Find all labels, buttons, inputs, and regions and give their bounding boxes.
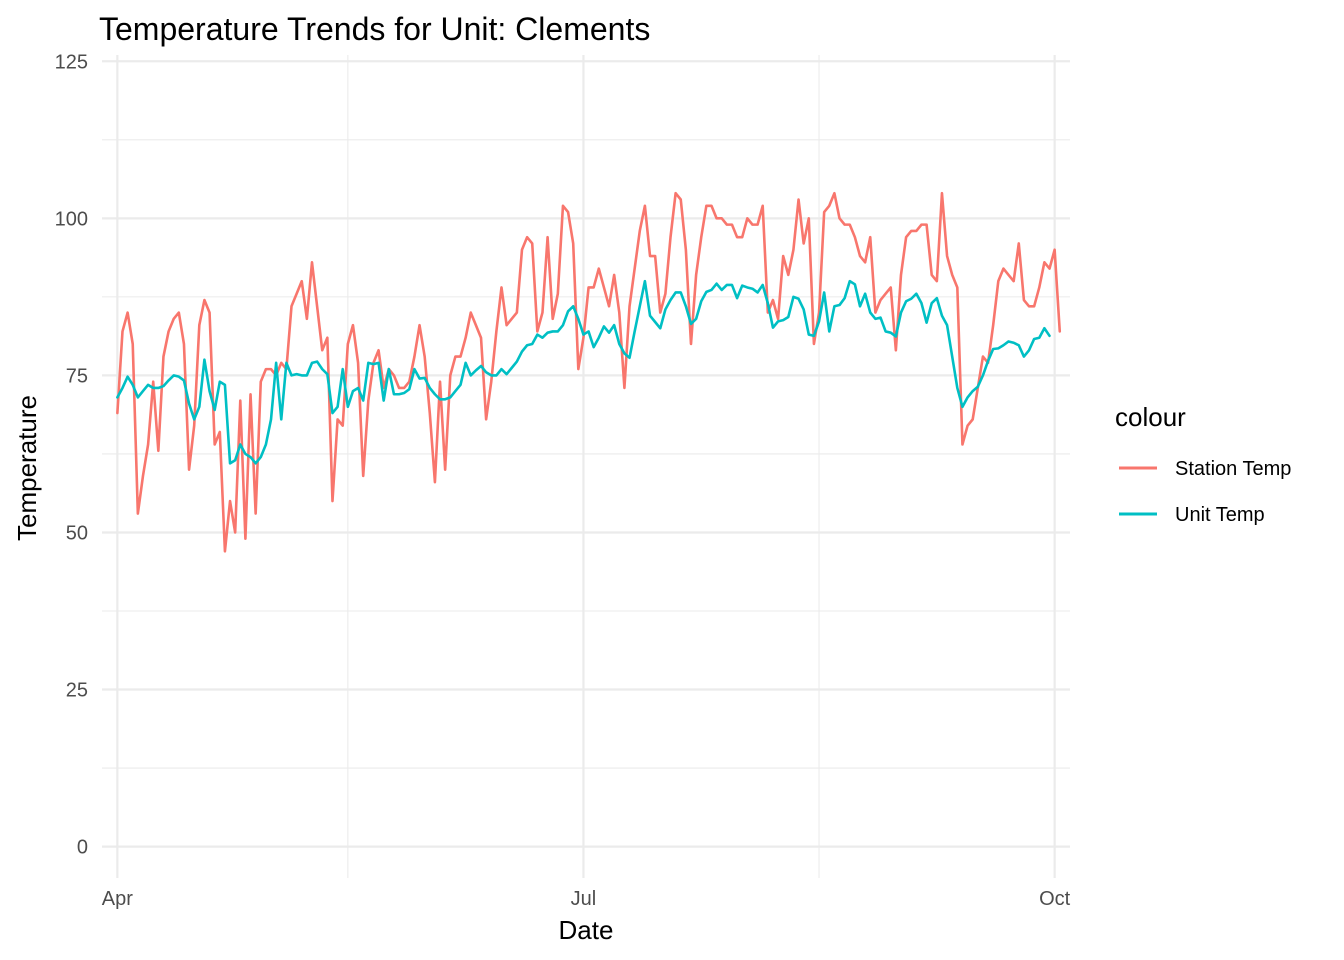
y-tick-label: 50: [66, 522, 88, 544]
y-tick-label: 125: [55, 51, 88, 73]
y-tick-label: 100: [55, 208, 88, 230]
x-axis-tick-labels: Apr Jul Oct: [102, 888, 1071, 910]
series-line-station-temp: [116, 191, 1062, 553]
chart-title: Temperature Trends for Unit: Clements: [99, 11, 650, 47]
x-tick-label: Apr: [102, 888, 133, 910]
y-tick-label: 0: [77, 837, 88, 859]
legend-title: colour: [1115, 402, 1186, 432]
y-axis-title: Temperature: [12, 395, 42, 541]
y-tick-label: 25: [66, 680, 88, 702]
y-axis-tick-labels: 0 25 50 75 100 125: [55, 51, 88, 858]
series-lines: [116, 191, 1062, 553]
legend-label-unit-temp: Unit Temp: [1175, 504, 1265, 526]
y-tick-label: 75: [66, 365, 88, 387]
series-line-unit-temp: [116, 279, 1051, 465]
x-tick-label: Oct: [1039, 888, 1071, 910]
legend-label-station-temp: Station Temp: [1175, 458, 1291, 480]
x-tick-label: Jul: [571, 888, 597, 910]
x-axis-title: Date: [559, 915, 614, 945]
legend: colour Station Temp Unit Temp: [1115, 402, 1291, 526]
